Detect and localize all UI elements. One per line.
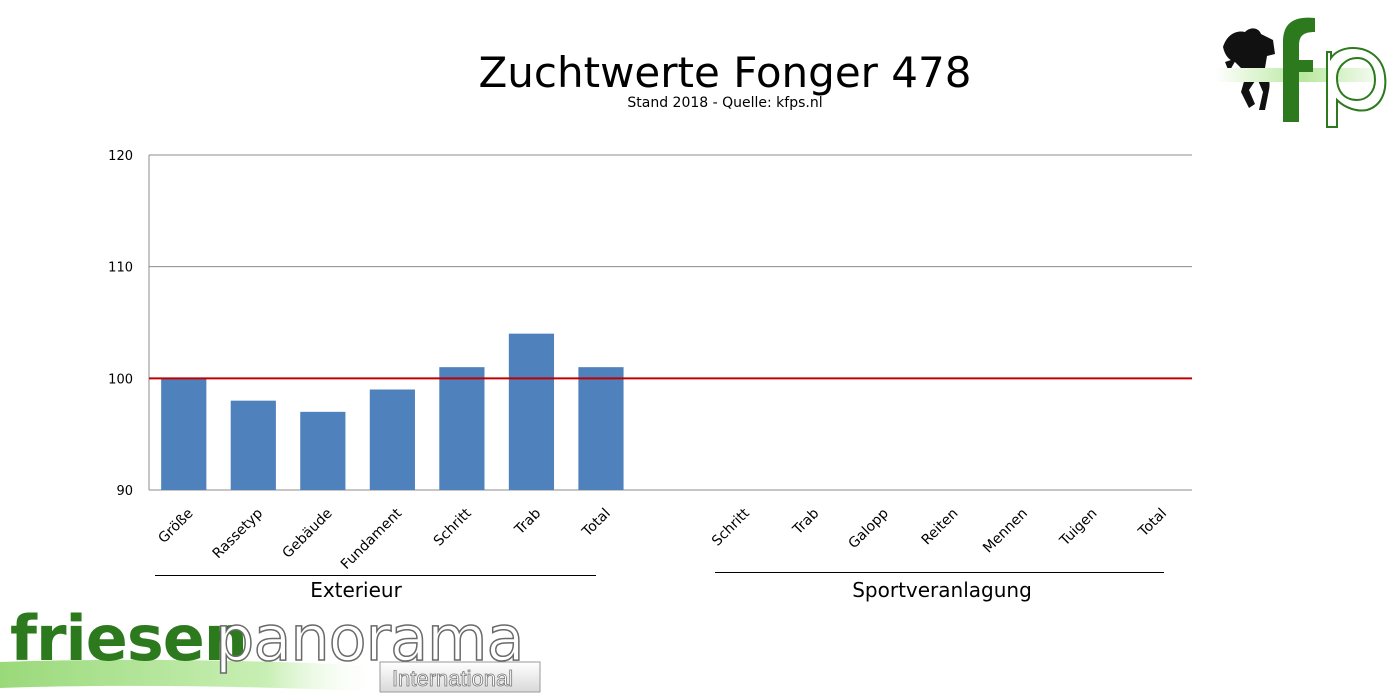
group-label-sportveranlagung: Sportveranlagung	[852, 578, 1032, 602]
x-tick-label: Gebäude	[280, 506, 336, 562]
x-tick-label: Tuigen	[1056, 506, 1100, 550]
chart-subtitle: Stand 2018 - Quelle: kfps.nl	[627, 95, 823, 111]
bar-layer	[161, 333, 624, 490]
fp-logo	[1215, 17, 1390, 128]
friesen-wordmark: friesen	[10, 602, 247, 675]
x-tick-label: Reiten	[919, 506, 962, 549]
x-tick-label: Mennen	[980, 506, 1031, 557]
chart-title: Zuchtwerte Fonger 478	[478, 48, 972, 97]
x-tick-label: Fundament	[338, 505, 406, 573]
x-tick-label: Trab	[789, 505, 822, 538]
panorama-wordmark: panorama	[215, 602, 523, 675]
group-label-exterieur: Exterieur	[310, 578, 402, 602]
y-tick-label: 100	[108, 372, 133, 387]
group-underline-sportveranlagung	[715, 572, 1164, 573]
bar	[161, 378, 207, 490]
bar	[439, 367, 485, 490]
group-underline-exterieur	[155, 575, 596, 576]
x-tick-label: Rassetyp	[210, 505, 267, 562]
x-tick-label: Trab	[511, 505, 544, 538]
grid-layer: 90 100 110 120	[108, 149, 1192, 499]
bar	[300, 411, 346, 490]
friesenpanorama-logo: friesen panorama International	[0, 601, 541, 693]
bar-chart: 90 100 110 120 Größe Rassetyp Gebäude Fundamen…	[108, 149, 1192, 573]
x-tick-label: Galopp	[846, 505, 893, 552]
x-tick-label: Größe	[155, 506, 196, 547]
international-wordmark: International	[392, 666, 513, 691]
y-tick-label: 90	[116, 484, 133, 499]
x-tick-label: Total	[579, 506, 614, 541]
x-tick-label: Schritt	[709, 505, 753, 549]
y-tick-label: 110	[108, 261, 133, 276]
y-tick-label: 120	[108, 149, 133, 164]
x-tick-label: Schritt	[431, 505, 475, 549]
x-tick-label: Total	[1135, 506, 1170, 541]
fp-letters	[1283, 17, 1387, 128]
bar	[508, 333, 555, 490]
bar	[369, 389, 415, 490]
bar	[578, 367, 624, 490]
tick-label-layer: Größe Rassetyp Gebäude Fundament Schritt Trab…	[155, 505, 1170, 573]
bar	[230, 400, 276, 490]
